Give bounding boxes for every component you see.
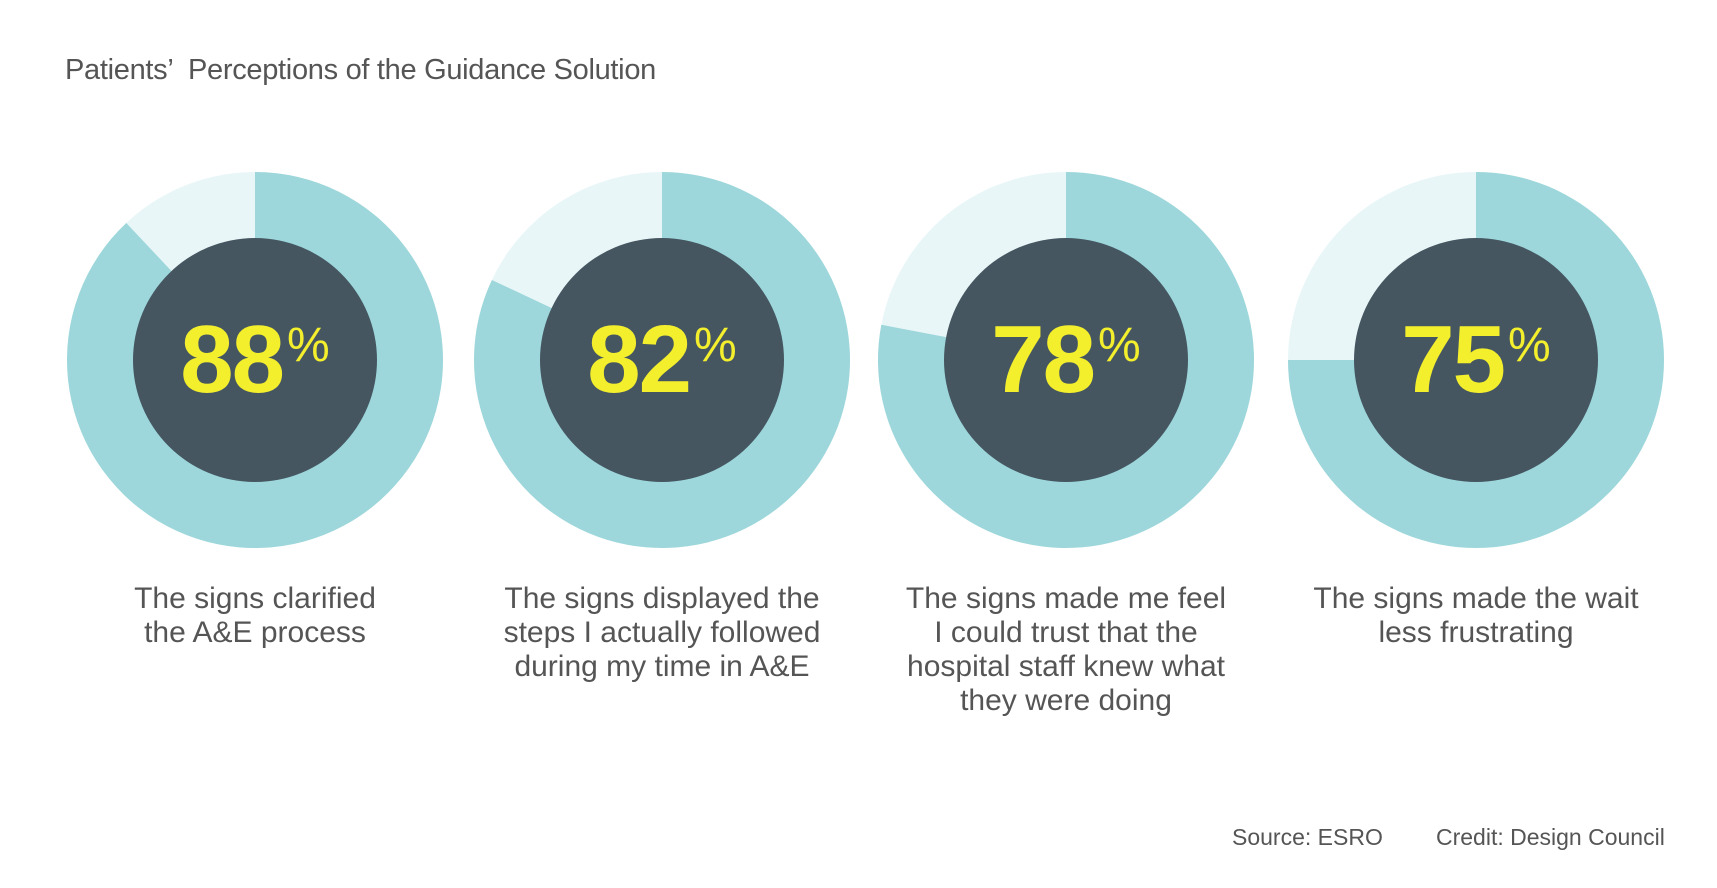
donut-center — [944, 238, 1188, 482]
caption-1: The signs clarified the A&E process — [134, 582, 376, 649]
credit-note: Credit: Design Council — [1436, 824, 1665, 850]
donut-svg — [1288, 172, 1664, 548]
donut-center — [133, 238, 377, 482]
donut-svg — [474, 172, 850, 548]
donut-svg — [67, 172, 443, 548]
caption-2: The signs displayed the steps I actually… — [503, 582, 821, 683]
caption-4: The signs made the wait less frustrating — [1313, 582, 1639, 649]
donut-chart-4: 75% — [1288, 172, 1664, 548]
donut-chart-1: 88% — [67, 172, 443, 548]
donut-chart-3: 78% — [878, 172, 1254, 548]
donut-chart-2: 82% — [474, 172, 850, 548]
caption-3: The signs made me feel I could trust tha… — [905, 582, 1227, 717]
chart-title: Patients’ Perceptions of the Guidance So… — [65, 54, 656, 86]
donut-svg — [878, 172, 1254, 548]
donut-center — [1354, 238, 1598, 482]
source-note: Source: ESRO — [1232, 824, 1383, 850]
donut-center — [540, 238, 784, 482]
